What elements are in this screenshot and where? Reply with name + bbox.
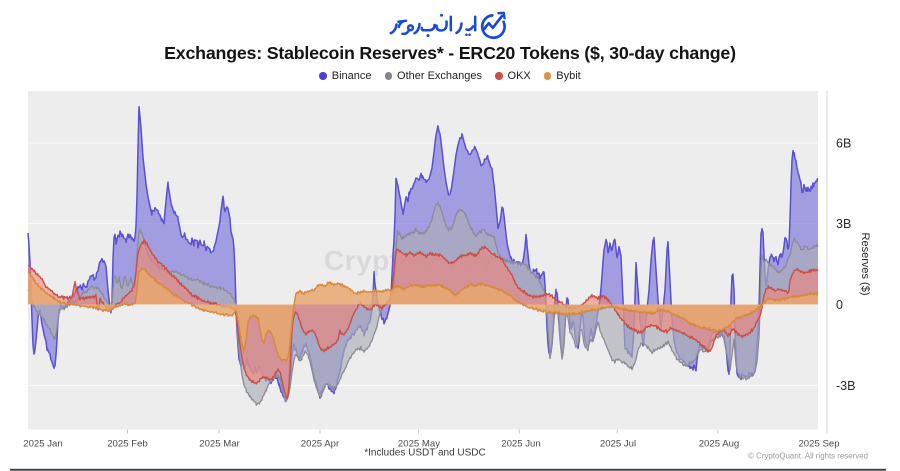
svg-text:Reserves ($): Reserves ($) <box>859 233 871 296</box>
svg-text:2025 Feb: 2025 Feb <box>107 439 148 450</box>
svg-text:2025 May: 2025 May <box>398 439 440 450</box>
svg-text:2025 Apr: 2025 Apr <box>301 439 340 450</box>
svg-text:2025 Sep: 2025 Sep <box>798 439 839 450</box>
svg-text:2025 Jan: 2025 Jan <box>23 439 62 450</box>
svg-text:2025 Aug: 2025 Aug <box>699 439 740 450</box>
svg-text:2025 Mar: 2025 Mar <box>199 439 240 450</box>
svg-text:-3B: -3B <box>836 379 855 393</box>
svg-text:2025 Jul: 2025 Jul <box>600 439 636 450</box>
svg-text:*Includes USDT and USDC: *Includes USDT and USDC <box>364 448 486 459</box>
svg-text:6B: 6B <box>836 136 851 150</box>
svg-text:© CryptoQuant. All rights rese: © CryptoQuant. All rights reserved <box>748 452 868 461</box>
svg-text:3B: 3B <box>836 217 851 231</box>
svg-text:2025 Jun: 2025 Jun <box>501 439 540 450</box>
svg-text:0: 0 <box>836 298 843 312</box>
